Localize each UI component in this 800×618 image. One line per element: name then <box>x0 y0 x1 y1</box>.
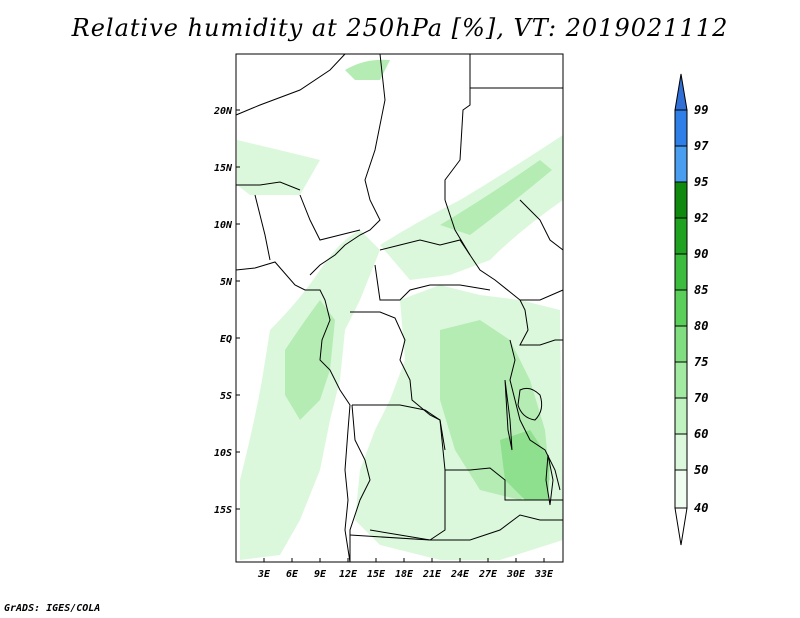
humidity-region-northeast-core <box>440 160 552 235</box>
lon-ticks <box>263 558 545 562</box>
border-sahel <box>236 181 301 191</box>
colorbar <box>674 73 688 546</box>
lat-ticks <box>236 109 240 510</box>
lat-label: 10N <box>214 220 233 231</box>
colorbar-label: 85 <box>694 283 708 297</box>
border-sudan <box>519 199 564 251</box>
border-south <box>349 514 563 541</box>
colorbar-segment <box>674 397 688 435</box>
colorbar-segment <box>674 253 688 291</box>
colorbar-label: 50 <box>694 463 708 477</box>
border-east-lakes <box>509 339 561 491</box>
colorbar-label: 80 <box>694 319 708 333</box>
lake-malawi <box>545 454 554 506</box>
lon-label: 12E <box>339 569 358 580</box>
border-angola <box>349 404 371 562</box>
colorbar-label: 92 <box>694 211 708 225</box>
map-title: Relative humidity at 250hPa [%], VT: 201… <box>71 14 729 42</box>
colorbar-label: 70 <box>694 391 708 405</box>
humidity-region-west-core <box>285 300 335 420</box>
colorbar-labels: 99 97 95 92 90 85 80 75 70 60 50 40 <box>694 103 709 515</box>
colorbar-top-arrow <box>674 73 688 111</box>
lat-label: 10S <box>214 448 232 459</box>
lat-label: 15S <box>214 505 232 516</box>
credit-text: GrADS: IGES/COLA <box>4 603 101 614</box>
lat-label: EQ <box>220 334 232 345</box>
country-borders <box>235 53 564 563</box>
border-drc-west <box>350 311 446 451</box>
lat-label: 20N <box>213 106 233 117</box>
border-north-1 <box>235 53 346 116</box>
map-frame <box>235 53 564 563</box>
colorbar-label: 97 <box>694 139 709 153</box>
lon-label: 9E <box>314 569 327 580</box>
humidity-region-north-patch <box>345 59 390 80</box>
humidity-field <box>237 59 563 560</box>
colorbar-bottom-arrow <box>674 507 688 546</box>
colorbar-segment <box>674 325 688 363</box>
border-central-2 <box>379 239 471 256</box>
border-north-3 <box>444 54 471 200</box>
border-west-inner <box>254 194 271 261</box>
colorbar-label: 90 <box>694 247 708 261</box>
lon-axis: 3E 6E 9E 12E 15E 18E 21E 24E 27E 30E 33E <box>257 569 554 580</box>
colorbar-label: 95 <box>694 175 708 189</box>
lat-label: 5S <box>220 391 232 402</box>
colorbar-segment <box>674 145 688 183</box>
lake-tanganyika <box>504 379 513 451</box>
lon-label: 24E <box>450 569 470 580</box>
lon-label: 27E <box>478 569 498 580</box>
colorbar-segment <box>674 433 688 471</box>
lon-label: 18E <box>395 569 414 580</box>
colorbar-segment <box>674 361 688 399</box>
border-north-2 <box>309 53 386 276</box>
colorbar-label: 75 <box>694 355 708 369</box>
humidity-region-east-strong <box>500 430 550 500</box>
lon-label: 15E <box>367 569 386 580</box>
humidity-region-sahel <box>237 140 320 195</box>
lon-label: 30E <box>506 569 526 580</box>
colorbar-segment <box>674 109 688 147</box>
colorbar-label: 60 <box>694 427 708 441</box>
colorbar-label: 99 <box>694 103 708 117</box>
coastline-west <box>235 261 351 563</box>
border-central-1 <box>444 199 564 301</box>
colorbar-segment <box>674 289 688 327</box>
lon-label: 21E <box>422 569 442 580</box>
lake-victoria <box>517 387 543 421</box>
lat-label: 5N <box>220 277 233 288</box>
lat-axis: 20N 15N 10N 5N EQ 5S 10S 15S <box>213 106 233 516</box>
border-east-2 <box>519 299 563 346</box>
colorbar-segment <box>674 469 688 509</box>
border-drc-south <box>352 404 563 501</box>
lon-label: 3E <box>257 569 271 580</box>
border-nigeria <box>299 194 361 241</box>
border-central-3 <box>374 264 491 301</box>
colorbar-segment <box>674 181 688 219</box>
colorbar-segment <box>674 217 688 255</box>
lon-label: 6E <box>286 569 299 580</box>
lat-label: 15N <box>214 163 233 174</box>
lon-label: 33E <box>534 569 554 580</box>
colorbar-label: 40 <box>694 501 708 515</box>
